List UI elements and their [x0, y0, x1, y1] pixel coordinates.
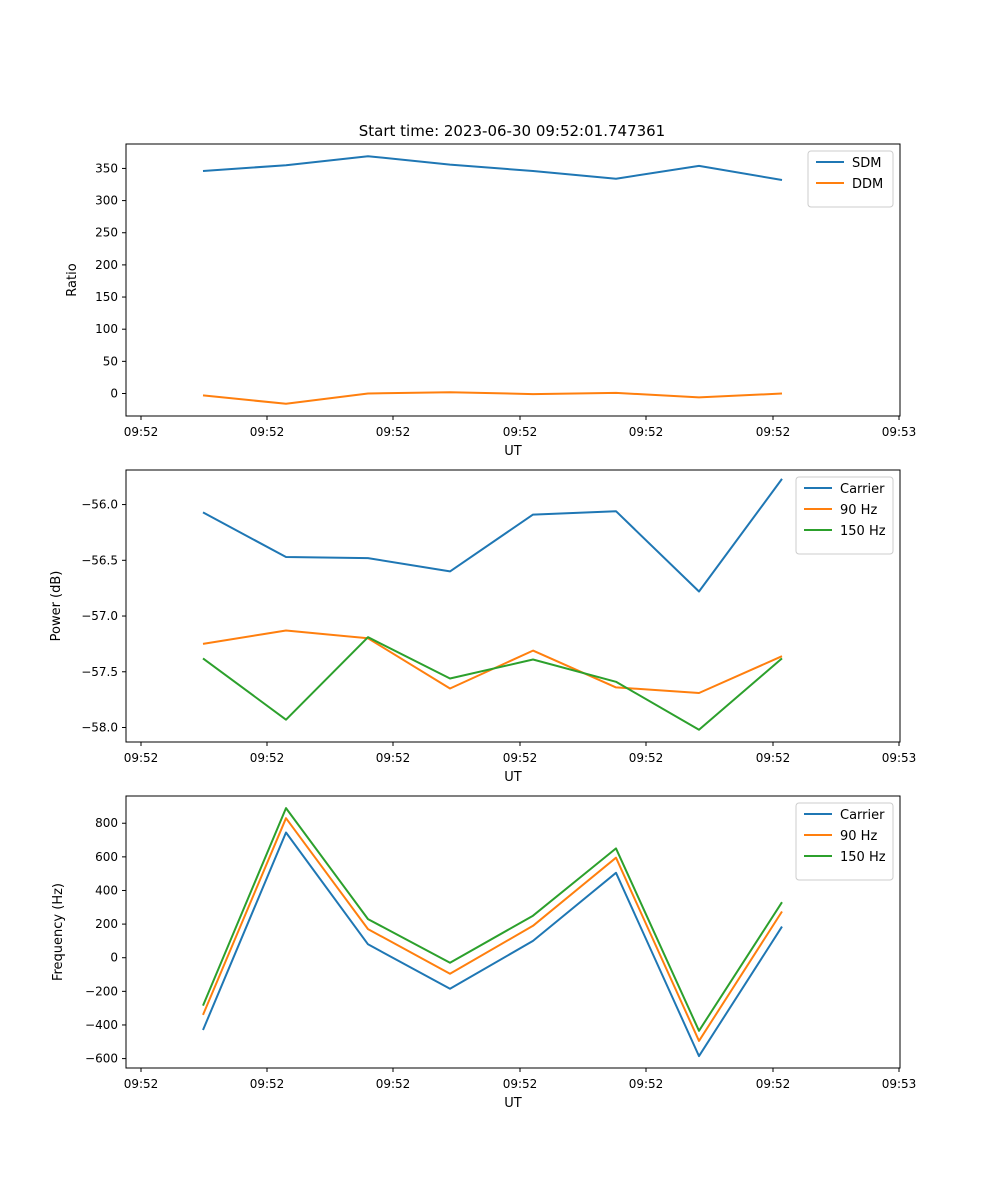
- legend-label: 90 Hz: [840, 503, 877, 518]
- y-tick-label: 0: [110, 951, 118, 965]
- axes-frame: [125, 469, 901, 743]
- legend-label: SDM: [852, 156, 881, 171]
- series-line-ddm: [202, 391, 783, 405]
- y-tick-label: −56.0: [81, 498, 118, 512]
- y-tick-label: 100: [95, 322, 118, 336]
- series-line-90-hz: [202, 817, 783, 1042]
- y-tick-label: 50: [103, 354, 118, 368]
- y-tick-label: 200: [95, 917, 118, 931]
- chart-panel-2: 09:52 09:52 09:52 09:52 09:52 09:52 09:53 −58.0…: [49, 469, 917, 785]
- x-axis-label: UT: [504, 770, 522, 785]
- legend: Carrier 90 Hz 150 Hz: [795, 476, 894, 555]
- chart-panel-1: 09:52 09:52 09:52 09:52 09:52 09:52 09:53 0 50 10…: [65, 143, 917, 459]
- x-tick-label: 09:52: [629, 1077, 664, 1091]
- x-tick-label: 09:52: [124, 1077, 159, 1091]
- y-tick-label: −200: [85, 984, 118, 998]
- y-tick-label: 250: [95, 226, 118, 240]
- legend-label: Carrier: [840, 482, 885, 497]
- x-tick-label: 09:52: [376, 1077, 411, 1091]
- chart-panel-3: 09:52 09:52 09:52 09:52 09:52 09:52 09:53 −600 −…: [51, 795, 917, 1111]
- y-tick-label: 200: [95, 258, 118, 272]
- y-tick-label: −57.0: [81, 609, 118, 623]
- y-tick-label: 350: [95, 161, 118, 175]
- series-line-150-hz: [202, 636, 783, 731]
- legend-label: 150 Hz: [840, 850, 886, 865]
- legend-label: 90 Hz: [840, 829, 877, 844]
- y-axis-label: Ratio: [65, 263, 80, 296]
- x-tick-label: 09:52: [503, 425, 538, 439]
- x-axis-label: UT: [504, 444, 522, 459]
- series-line-150-hz: [202, 807, 783, 1032]
- x-tick-label: 09:52: [756, 1077, 791, 1091]
- y-tick-label: 600: [95, 850, 118, 864]
- legend-box: [795, 802, 894, 881]
- x-tick-label: 09:53: [882, 751, 917, 765]
- x-axis-label: UT: [504, 1096, 522, 1111]
- axes-frame: [125, 795, 901, 1069]
- y-tick-label: 300: [95, 194, 118, 208]
- legend: Carrier 90 Hz 150 Hz: [795, 802, 894, 881]
- y-tick-label: 0: [110, 386, 118, 400]
- legend-box: [795, 476, 894, 555]
- series-line-carrier: [202, 831, 783, 1058]
- y-tick-label: 150: [95, 290, 118, 304]
- x-tick-label: 09:52: [629, 425, 664, 439]
- x-tick-label: 09:53: [882, 425, 917, 439]
- x-tick-label: 09:52: [376, 425, 411, 439]
- x-tick-label: 09:52: [756, 425, 791, 439]
- x-tick-label: 09:53: [882, 1077, 917, 1091]
- axes-frame: [125, 143, 901, 417]
- y-axis-label: Frequency (Hz): [51, 883, 66, 981]
- x-tick-label: 09:52: [503, 1077, 538, 1091]
- legend-label: DDM: [852, 177, 883, 192]
- legend-label: 150 Hz: [840, 524, 886, 539]
- legend-label: Carrier: [840, 808, 885, 823]
- x-tick-label: 09:52: [250, 751, 285, 765]
- y-tick-label: −57.5: [81, 665, 118, 679]
- figure-title: Start time: 2023-06-30 09:52:01.747361: [359, 122, 665, 140]
- y-tick-label: −58.0: [81, 721, 118, 735]
- x-tick-label: 09:52: [124, 425, 159, 439]
- x-tick-label: 09:52: [629, 751, 664, 765]
- series-line-sdm: [202, 155, 783, 181]
- y-tick-label: −56.5: [81, 553, 118, 567]
- y-tick-label: −400: [85, 1018, 118, 1032]
- x-tick-label: 09:52: [124, 751, 159, 765]
- x-tick-label: 09:52: [376, 751, 411, 765]
- legend: SDM DDM: [807, 150, 894, 208]
- y-tick-label: −600: [85, 1052, 118, 1066]
- x-tick-label: 09:52: [250, 425, 285, 439]
- x-tick-label: 09:52: [503, 751, 538, 765]
- series-line-carrier: [202, 478, 783, 593]
- y-axis-label: Power (dB): [49, 571, 64, 642]
- x-tick-label: 09:52: [756, 751, 791, 765]
- y-tick-label: 400: [95, 883, 118, 897]
- y-tick-label: 800: [95, 816, 118, 830]
- x-tick-label: 09:52: [250, 1077, 285, 1091]
- legend-box: [807, 150, 894, 208]
- series-line-90-hz: [202, 629, 783, 694]
